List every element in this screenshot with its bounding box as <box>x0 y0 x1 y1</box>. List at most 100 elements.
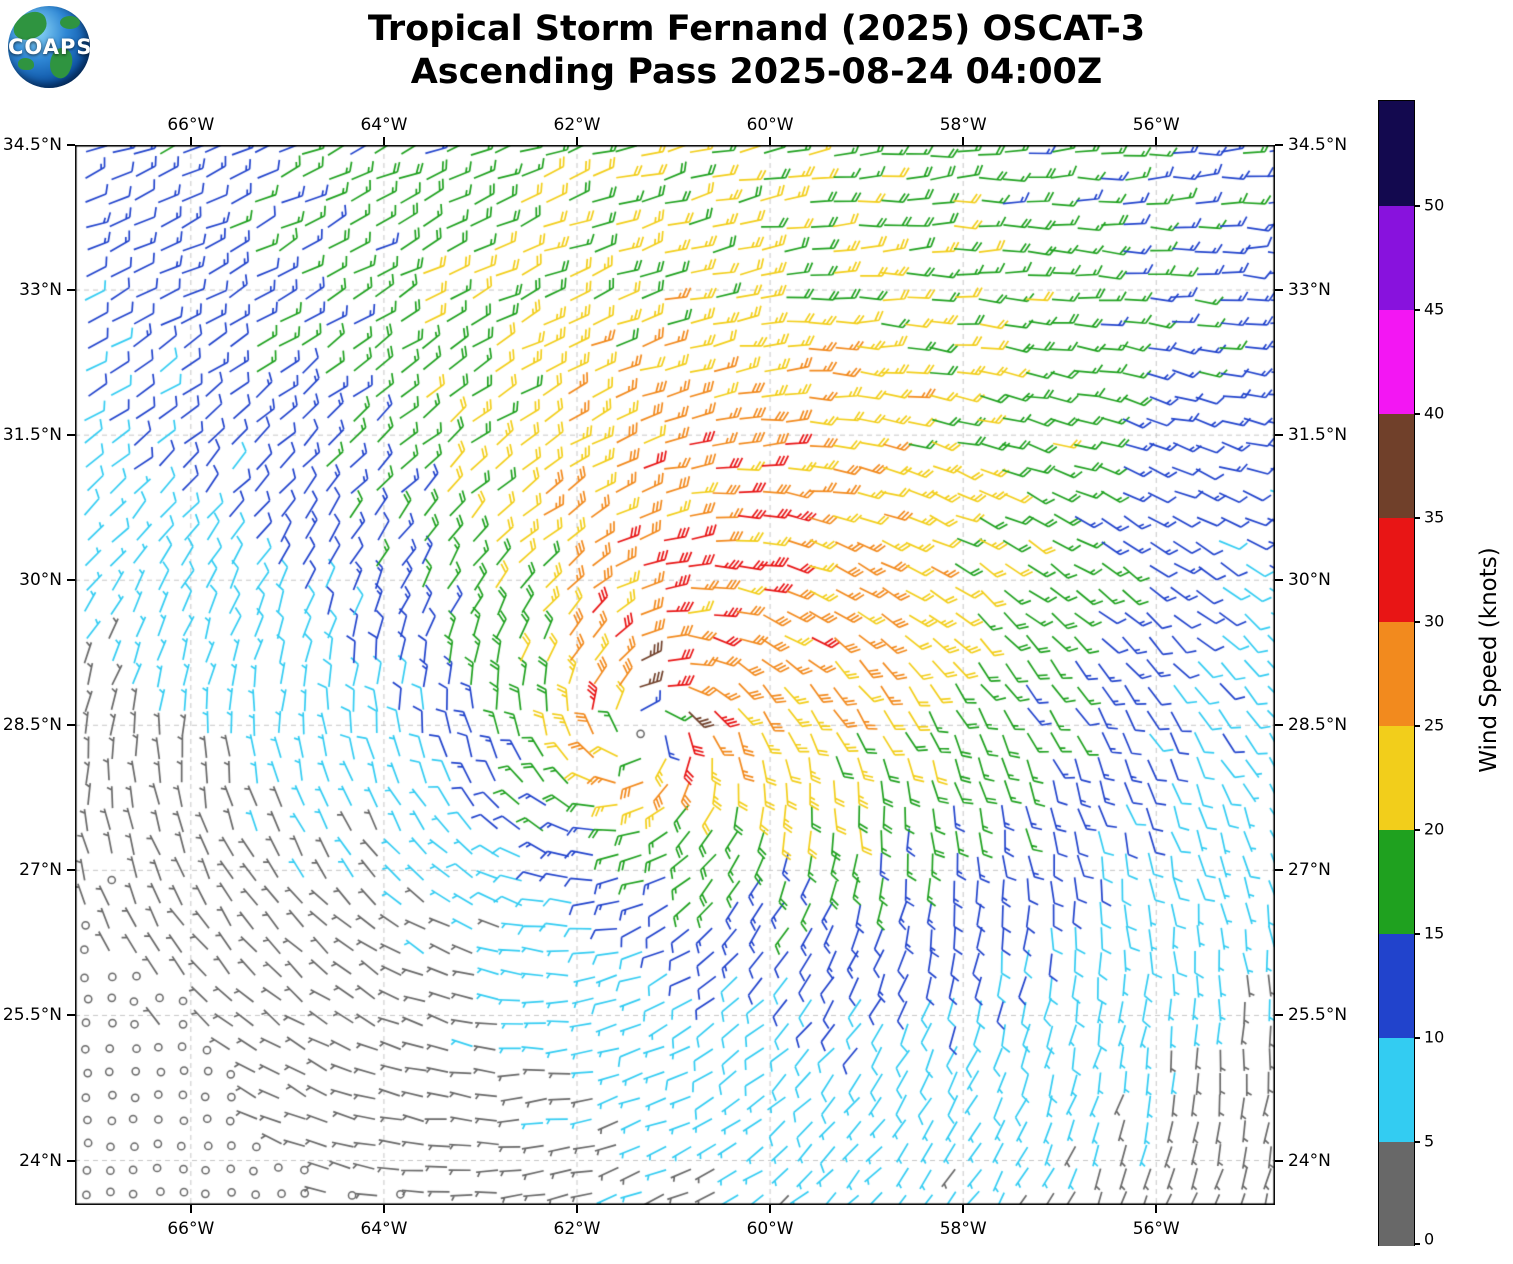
y-tick-mark-left <box>67 724 75 727</box>
y-tick-label-left: 31.5°N <box>2 425 62 446</box>
y-tick-mark-right <box>1275 724 1283 727</box>
x-tick-mark-top <box>382 137 385 145</box>
y-tick-label-right: 25.5°N <box>1288 1005 1348 1026</box>
x-tick-label-bottom: 62°W <box>553 1219 601 1239</box>
x-tick-label-top: 62°W <box>553 115 601 135</box>
colorbar: 0 5 10 15 20 25 30 35 40 45 50 <box>1378 100 1444 1249</box>
y-tick-label-left: 33°N <box>19 280 62 301</box>
colorbar-tick-mark <box>1414 933 1420 935</box>
chart-title-line1: Tropical Storm Fernand (2025) OSCAT-3 <box>367 9 1146 49</box>
colorbar-segment <box>1379 829 1414 934</box>
y-tick-label-left: 30°N <box>19 570 62 591</box>
y-tick-label-right: 30°N <box>1288 570 1331 591</box>
y-tick-label-right: 28.5°N <box>1288 715 1348 736</box>
colorbar-segment <box>1379 205 1414 310</box>
y-tick-mark-right <box>1275 289 1283 292</box>
colorbar-tick-label: 15 <box>1424 923 1445 943</box>
colorbar-tick-label: 5 <box>1424 1131 1435 1151</box>
colorbar-segment <box>1379 1141 1414 1246</box>
colorbar-tick-label: 35 <box>1424 507 1445 527</box>
x-tick-label-bottom: 58°W <box>939 1219 987 1239</box>
colorbar-tick-label: 45 <box>1424 299 1445 319</box>
colorbar-axis-label: Wind Speed (knots) <box>1476 547 1502 773</box>
x-tick-mark-bottom <box>1155 1205 1158 1213</box>
x-tick-mark-bottom <box>576 1205 578 1213</box>
y-tick-mark-right <box>1275 869 1283 872</box>
x-tick-label-top: 64°W <box>360 115 408 135</box>
colorbar-segment <box>1379 933 1414 1038</box>
colorbar-segment <box>1379 621 1414 726</box>
y-tick-mark-left <box>67 579 75 582</box>
x-tick-label-bottom: 60°W <box>746 1219 794 1239</box>
x-tick-label-top: 60°W <box>746 115 794 135</box>
colorbar-segment <box>1379 101 1414 206</box>
x-tick-mark-bottom <box>382 1205 385 1213</box>
colorbar-tick-mark <box>1414 1243 1420 1245</box>
x-tick-mark-bottom <box>962 1205 965 1213</box>
globe-landmass <box>18 58 34 70</box>
x-tick-mark-top <box>769 137 772 145</box>
y-tick-label-left: 34.5°N <box>2 135 62 155</box>
x-tick-label-bottom: 66°W <box>167 1219 215 1239</box>
colorbar-segment <box>1379 413 1414 518</box>
y-tick-mark-left <box>67 1014 75 1017</box>
colorbar-tick-label: 25 <box>1424 715 1445 735</box>
colorbar-tick-mark <box>1414 829 1420 831</box>
colorbar-segment <box>1379 517 1414 622</box>
colorbar-tick-label: 40 <box>1424 403 1445 423</box>
y-tick-mark-left <box>67 289 75 292</box>
x-tick-mark-bottom <box>769 1205 772 1213</box>
y-tick-mark-left <box>67 1159 75 1162</box>
y-tick-label-left: 24°N <box>19 1150 62 1171</box>
colorbar-segment <box>1379 309 1414 414</box>
y-tick-label-right: 24°N <box>1288 1150 1331 1171</box>
colorbar-tick-label: 20 <box>1424 819 1445 839</box>
x-tick-mark-top <box>962 137 965 145</box>
globe-landmass <box>60 16 80 29</box>
y-tick-label-right: 27°N <box>1288 860 1331 881</box>
y-tick-label-left: 28.5°N <box>2 715 62 736</box>
colorbar-segment <box>1379 1037 1414 1142</box>
x-tick-label-bottom: 64°W <box>360 1219 408 1239</box>
x-tick-label-top: 56°W <box>1132 115 1180 135</box>
colorbar-tick-label: 0 <box>1424 1229 1435 1249</box>
chart-title-line2: Ascending Pass 2025-08-24 04:00Z <box>410 52 1103 92</box>
colorbar-tick-label: 10 <box>1424 1027 1445 1047</box>
coaps-logo-text: COAPS <box>8 35 90 59</box>
globe-icon: COAPS <box>8 6 90 88</box>
y-tick-label-left: 27°N <box>19 860 62 881</box>
y-tick-mark-right <box>1275 1014 1283 1017</box>
chart-title: Tropical Storm Fernand (2025) OSCAT-3 As… <box>0 8 1513 94</box>
coaps-logo: COAPS <box>8 6 90 88</box>
y-tick-label-right: 31.5°N <box>1288 425 1348 446</box>
x-tick-mark-bottom <box>189 1205 192 1213</box>
x-tick-mark-top <box>1155 137 1158 145</box>
y-tick-mark-left <box>67 434 75 437</box>
x-tick-mark-top <box>189 137 192 145</box>
colorbar-segment <box>1379 725 1414 830</box>
colorbar-tick-mark <box>1414 517 1420 519</box>
y-tick-label-right: 34.5°N <box>1288 135 1348 155</box>
y-tick-mark-left <box>67 869 75 872</box>
y-tick-label-left: 25.5°N <box>2 1005 62 1026</box>
x-tick-label-top: 66°W <box>167 115 215 135</box>
x-tick-label-bottom: 56°W <box>1132 1219 1180 1239</box>
colorbar-tick-mark <box>1414 309 1420 311</box>
x-tick-label-top: 58°W <box>939 115 987 135</box>
colorbar-tick-mark <box>1414 1141 1420 1143</box>
map-plot: 66°W 66°W 64°W 64°W 62°W 62°W 60°W 60°W 58°W 58°W… <box>3 115 1347 1239</box>
x-tick-mark-top <box>576 137 578 145</box>
y-tick-mark-left <box>67 144 75 146</box>
y-tick-mark-right <box>1275 579 1283 582</box>
colorbar-tick-label: 30 <box>1424 611 1445 631</box>
colorbar-tick-mark <box>1414 413 1420 415</box>
wind-barb-field-canvas <box>75 145 1275 1205</box>
y-tick-mark-right <box>1275 434 1283 437</box>
colorbar-tick-mark <box>1414 1037 1420 1039</box>
colorbar-tick-mark <box>1414 205 1420 207</box>
y-tick-mark-right <box>1275 144 1283 146</box>
colorbar-tick-label: 50 <box>1424 195 1445 215</box>
y-tick-mark-right <box>1275 1159 1283 1162</box>
colorbar-tick-mark <box>1414 725 1420 727</box>
